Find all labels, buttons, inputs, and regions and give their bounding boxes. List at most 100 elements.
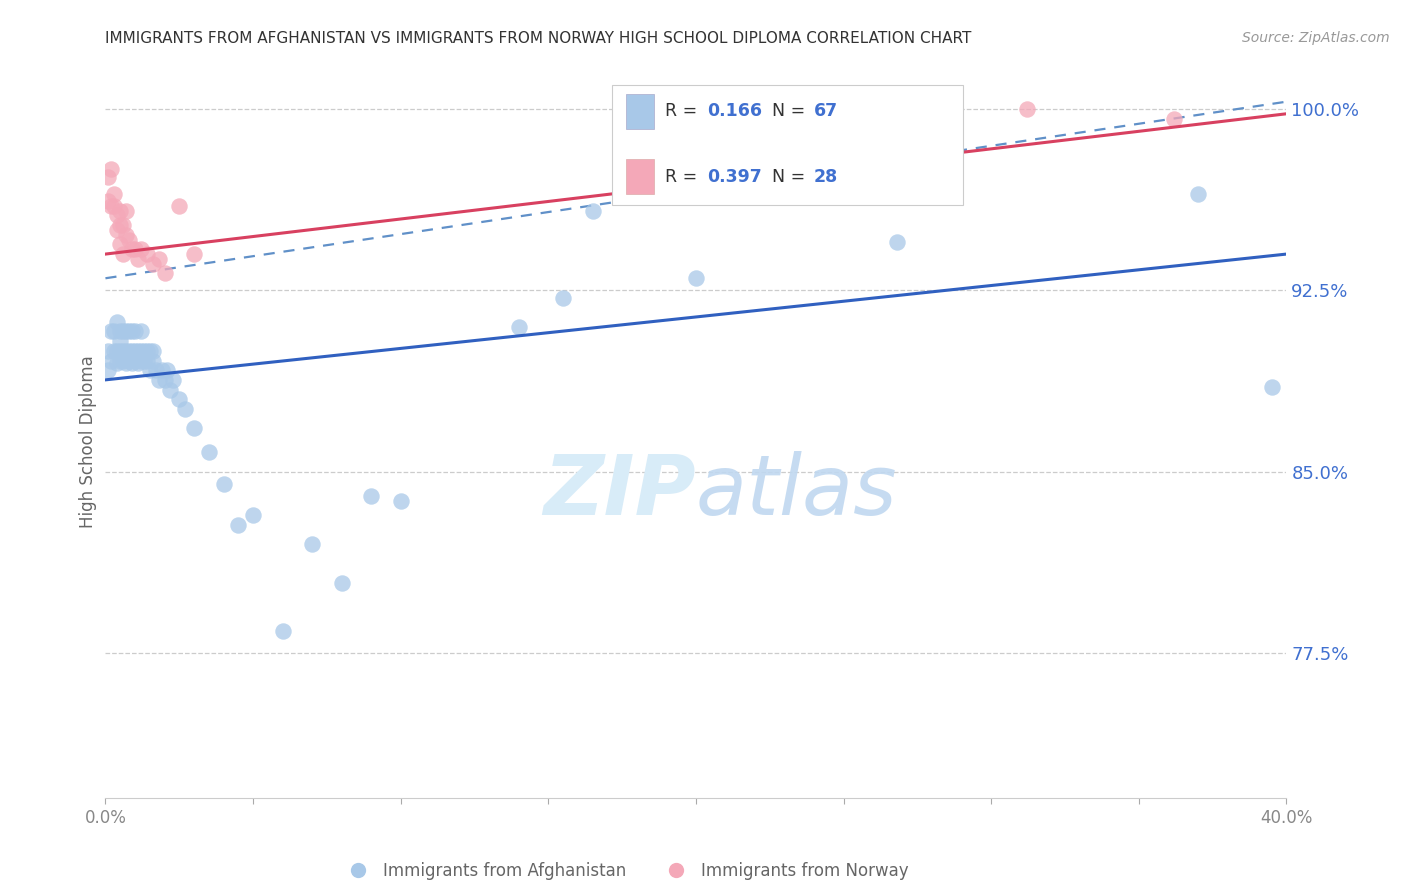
Point — [115, 343, 138, 358]
Point — [105, 208, 128, 222]
Point — [138, 343, 162, 358]
Point — [330, 576, 353, 591]
Point — [142, 353, 165, 368]
Text: 28: 28 — [814, 168, 838, 186]
Point — [121, 325, 143, 339]
Point — [110, 343, 132, 358]
Point — [135, 343, 157, 358]
Point — [127, 252, 149, 266]
Text: 0.397: 0.397 — [707, 168, 762, 186]
Point — [1187, 186, 1209, 201]
Point — [159, 383, 181, 397]
Point — [132, 343, 155, 358]
Point — [124, 242, 146, 256]
Point — [183, 247, 205, 261]
Point — [886, 235, 908, 249]
Point — [226, 518, 250, 533]
Point — [1015, 102, 1038, 116]
Point — [127, 343, 149, 358]
Point — [103, 199, 125, 213]
Point — [135, 247, 157, 261]
Point — [118, 325, 141, 339]
Point — [174, 401, 197, 416]
Point — [105, 315, 128, 329]
Point — [100, 162, 122, 177]
Point — [685, 271, 707, 285]
Point — [97, 194, 120, 208]
Text: ZIP: ZIP — [543, 451, 696, 532]
Point — [105, 356, 128, 370]
Point — [103, 186, 125, 201]
Point — [124, 353, 146, 368]
Point — [110, 237, 132, 252]
Point — [129, 325, 152, 339]
Point — [153, 267, 176, 281]
Point — [1260, 380, 1282, 394]
Point — [271, 624, 294, 639]
Point — [169, 199, 191, 213]
Point — [112, 353, 135, 368]
Text: N =: N = — [772, 168, 811, 186]
Point — [100, 199, 122, 213]
Point — [301, 537, 323, 551]
Point — [242, 508, 264, 523]
Y-axis label: High School Diploma: High School Diploma — [79, 355, 97, 528]
Point — [115, 356, 138, 370]
Point — [97, 169, 120, 184]
Point — [112, 343, 135, 358]
Point — [105, 343, 128, 358]
Text: IMMIGRANTS FROM AFGHANISTAN VS IMMIGRANTS FROM NORWAY HIGH SCHOOL DIPLOMA CORREL: IMMIGRANTS FROM AFGHANISTAN VS IMMIGRANT… — [105, 31, 972, 46]
Point — [127, 356, 149, 370]
Point — [142, 343, 165, 358]
Point — [360, 489, 382, 503]
Point — [118, 353, 141, 368]
Point — [118, 233, 141, 247]
Point — [124, 325, 146, 339]
Point — [145, 363, 167, 377]
Text: Source: ZipAtlas.com: Source: ZipAtlas.com — [1241, 31, 1389, 45]
Point — [212, 476, 235, 491]
Point — [110, 353, 132, 368]
Point — [121, 242, 143, 256]
Point — [124, 343, 146, 358]
Text: 0.166: 0.166 — [707, 103, 762, 120]
Point — [389, 493, 412, 508]
Point — [135, 353, 157, 368]
Point — [112, 218, 135, 232]
Text: R =: R = — [665, 103, 703, 120]
Point — [110, 334, 132, 348]
Point — [97, 363, 120, 377]
Text: R =: R = — [665, 168, 703, 186]
Point — [121, 343, 143, 358]
Point — [148, 373, 170, 387]
Point — [112, 325, 135, 339]
Text: N =: N = — [772, 103, 811, 120]
Point — [100, 353, 122, 368]
Point — [197, 445, 219, 459]
Point — [162, 373, 184, 387]
Point — [121, 356, 143, 370]
Point — [110, 325, 132, 339]
Point — [581, 203, 603, 218]
Point — [115, 227, 138, 242]
Point — [129, 343, 152, 358]
Point — [551, 291, 574, 305]
Point — [115, 325, 138, 339]
Point — [103, 325, 125, 339]
Point — [105, 223, 128, 237]
Point — [132, 353, 155, 368]
Text: atlas: atlas — [696, 451, 897, 532]
Point — [100, 325, 122, 339]
Point — [112, 247, 135, 261]
Text: 67: 67 — [814, 103, 838, 120]
Point — [129, 242, 152, 256]
Point — [169, 392, 191, 407]
Point — [129, 353, 152, 368]
Point — [97, 343, 120, 358]
Point — [153, 373, 176, 387]
Point — [103, 343, 125, 358]
Point — [110, 218, 132, 232]
Point — [118, 343, 141, 358]
Legend: Immigrants from Afghanistan, Immigrants from Norway: Immigrants from Afghanistan, Immigrants … — [335, 855, 915, 887]
Point — [115, 203, 138, 218]
